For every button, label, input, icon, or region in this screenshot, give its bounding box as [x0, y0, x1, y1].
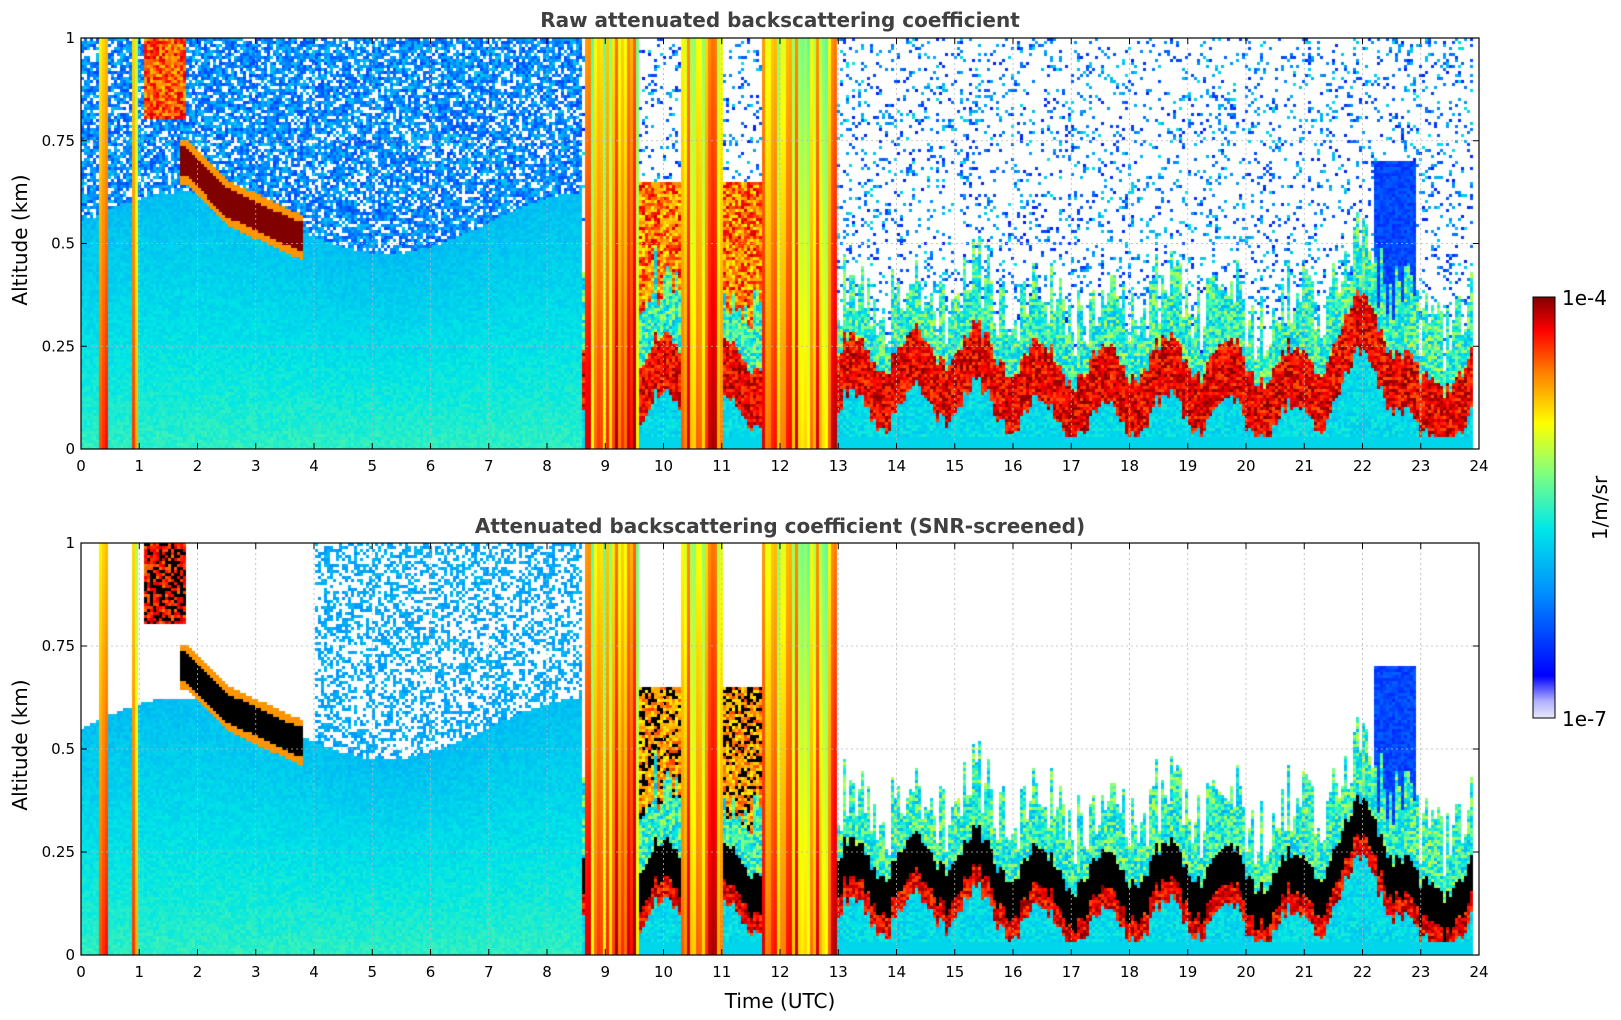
- x-tick-label: 20: [1236, 963, 1255, 981]
- x-tick-label: 2: [193, 963, 203, 981]
- x-tick-label: 5: [367, 457, 377, 475]
- x-tick-label: 12: [770, 457, 789, 475]
- x-tick-label: 8: [542, 457, 552, 475]
- x-tick-label: 6: [426, 457, 436, 475]
- x-tick-label: 19: [1178, 457, 1197, 475]
- x-tick-label: 24: [1469, 457, 1488, 475]
- y-tick-label: 0.25: [42, 843, 75, 861]
- panel-screened-xticks: 0 1 2 3 4 5 6 7 8 9 10 11 12 13 14 15 16 17 18 19 20 21 22 23 24: [76, 543, 1489, 981]
- y-tick-label: 0.25: [42, 337, 75, 355]
- x-tick-label: 24: [1469, 963, 1488, 981]
- x-tick-label: 2: [193, 457, 203, 475]
- x-tick-label: 13: [829, 963, 848, 981]
- colorbar-gradient: [1532, 296, 1556, 719]
- x-tick-label: 21: [1295, 963, 1314, 981]
- x-tick-label: 4: [309, 963, 319, 981]
- x-tick-label: 11: [712, 457, 731, 475]
- x-tick-label: 23: [1411, 457, 1430, 475]
- x-tick-label: 7: [484, 963, 494, 981]
- panel-screened-yticks: 0 0.25 0.5 0.75 1: [42, 534, 1479, 964]
- panel-raw-xticks: 0 1 2 3 4 5 6 7 8 9 10 11 12 13 14 15 16 17 18 19 20 21 22 23 24: [76, 38, 1489, 475]
- x-tick-label: 19: [1178, 963, 1197, 981]
- panel-raw-gridlines: [81, 38, 1479, 449]
- x-tick-label: 18: [1120, 963, 1139, 981]
- x-tick-label: 21: [1295, 457, 1314, 475]
- x-tick-label: 10: [654, 457, 673, 475]
- x-tick-label: 10: [654, 963, 673, 981]
- x-tick-label: 11: [712, 963, 731, 981]
- x-tick-label: 17: [1062, 457, 1081, 475]
- x-tick-label: 23: [1411, 963, 1430, 981]
- x-tick-label: 22: [1353, 963, 1372, 981]
- panel-screened-xlabel: Time (UTC): [724, 989, 836, 1013]
- x-tick-label: 0: [76, 963, 86, 981]
- x-tick-label: 22: [1353, 457, 1372, 475]
- x-tick-label: 17: [1062, 963, 1081, 981]
- y-tick-label: 0.75: [42, 132, 75, 150]
- x-tick-label: 15: [945, 963, 964, 981]
- colorbar-min-label: 1e-7: [1562, 707, 1607, 731]
- panel-raw-yticks: 0 0.25 0.5 0.75 1: [42, 29, 1479, 458]
- y-tick-label: 1: [65, 29, 75, 47]
- x-tick-label: 8: [542, 963, 552, 981]
- panel-screened-ylabel: Altitude (km): [8, 679, 32, 810]
- x-tick-label: 9: [600, 963, 610, 981]
- y-tick-label: 0.75: [42, 637, 75, 655]
- x-tick-label: 16: [1003, 457, 1022, 475]
- x-tick-label: 15: [945, 457, 964, 475]
- x-tick-label: 1: [134, 963, 144, 981]
- x-tick-label: 14: [887, 963, 906, 981]
- panel-raw: Raw attenuated backscattering coefficien…: [8, 8, 1489, 475]
- x-tick-label: 0: [76, 457, 86, 475]
- x-tick-label: 1: [134, 457, 144, 475]
- x-tick-label: 5: [367, 963, 377, 981]
- y-tick-label: 0.5: [51, 740, 75, 758]
- x-tick-label: 13: [829, 457, 848, 475]
- x-tick-label: 6: [426, 963, 436, 981]
- x-tick-label: 16: [1003, 963, 1022, 981]
- x-tick-label: 14: [887, 457, 906, 475]
- panel-screened-title: Attenuated backscattering coefficient (S…: [475, 514, 1085, 538]
- x-tick-label: 9: [600, 457, 610, 475]
- panel-screened: Attenuated backscattering coefficient (S…: [8, 514, 1489, 1013]
- x-tick-label: 7: [484, 457, 494, 475]
- colorbar-unit-label: 1/m/sr: [1588, 475, 1612, 540]
- x-tick-label: 18: [1120, 457, 1139, 475]
- panel-raw-plot: 0 1 2 3 4 5 6 7 8 9 10 11 12 13 14 15 16 17 18 19 20 21 22 23 24…: [42, 29, 1489, 475]
- x-tick-label: 20: [1236, 457, 1255, 475]
- panel-raw-title: Raw attenuated backscattering coefficien…: [540, 8, 1020, 32]
- panel-screened-plot: 0 1 2 3 4 5 6 7 8 9 10 11 12 13 14 15 16 17 18 19 20 21 22 23 24…: [42, 534, 1489, 981]
- colorbar-max-label: 1e-4: [1562, 286, 1607, 310]
- y-tick-label: 0.5: [51, 235, 75, 253]
- x-tick-label: 3: [251, 457, 261, 475]
- y-tick-label: 1: [65, 534, 75, 552]
- panel-raw-ylabel: Altitude (km): [8, 174, 32, 305]
- y-tick-label: 0: [65, 946, 75, 964]
- x-tick-label: 12: [770, 963, 789, 981]
- panel-screened-gridlines: [81, 543, 1479, 955]
- x-tick-label: 4: [309, 457, 319, 475]
- y-tick-label: 0: [65, 440, 75, 458]
- colorbar: 1e-4 1e-7 1/m/sr: [1532, 286, 1612, 731]
- x-tick-label: 3: [251, 963, 261, 981]
